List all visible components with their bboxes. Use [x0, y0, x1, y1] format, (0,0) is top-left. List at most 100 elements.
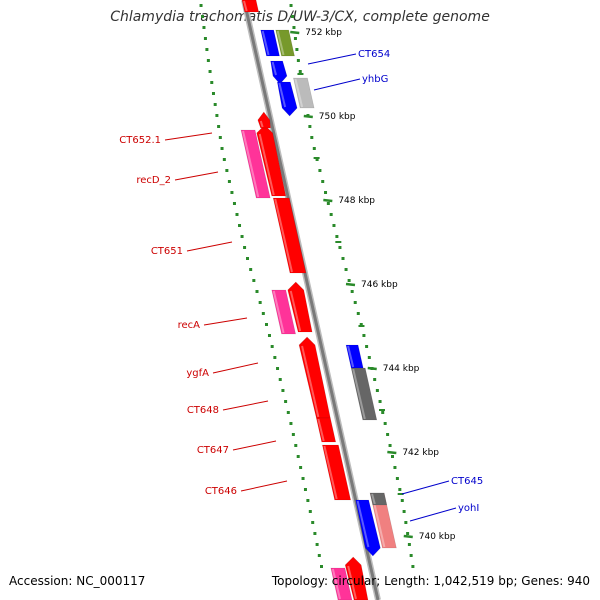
guide-dot-right — [381, 411, 385, 414]
guide-dot-left — [210, 81, 214, 84]
gene-ct654-olive — [275, 29, 295, 57]
label-leader — [409, 507, 457, 522]
scale-tick-label: 752 kbp — [305, 28, 342, 38]
gene-features — [240, 0, 397, 600]
map-title: Chlamydia trachomatis D/UW-3/CX, complet… — [110, 9, 490, 25]
gene-ct654-olive-highlight — [276, 30, 285, 56]
gene-recD2-pink — [240, 129, 271, 199]
guide-dot-right — [296, 59, 300, 62]
scale-tick — [290, 30, 300, 35]
gene-ct651-red-highlight — [274, 198, 293, 273]
label-leader — [186, 241, 233, 252]
label-leader — [203, 317, 248, 326]
gene-ct645-blue-highlight — [356, 500, 370, 548]
guide-dot-left — [264, 323, 268, 326]
guide-dot-left — [306, 499, 310, 502]
guide-dot-right — [400, 499, 404, 502]
guide-dot-left — [301, 477, 305, 480]
guide-dot-left — [199, 4, 203, 7]
guide-dot-right — [347, 279, 351, 282]
guide-dot-left — [320, 565, 323, 568]
guide-dot-right — [318, 169, 322, 172]
gene-yohI-dark — [369, 492, 388, 506]
guide-dot-right — [344, 268, 348, 271]
guide-dot-left — [311, 521, 315, 524]
guide-dot-right — [375, 389, 379, 392]
gene-recD2-pink-highlight — [242, 130, 260, 198]
gene-ct6521-red-highlight — [259, 120, 264, 128]
guide-dot-left — [243, 246, 247, 249]
scale-tick-label: 750 kbp — [319, 112, 356, 122]
guide-dot-right — [402, 510, 406, 513]
guide-dot-right — [404, 521, 408, 524]
guide-dot-left — [255, 290, 259, 293]
guide-dot-right — [298, 70, 302, 73]
gene-ct651-red — [272, 197, 307, 274]
guide-dot-right — [310, 136, 314, 139]
guide-dot-left — [296, 455, 300, 458]
gene-yhbG-blue-a-highlight — [271, 61, 277, 76]
gene-yhbG-blue-b — [276, 81, 298, 117]
guide-dot-right — [378, 400, 382, 403]
scale-tick — [303, 114, 313, 119]
guide-dot-right — [393, 466, 397, 469]
gene-recD2-red-highlight — [258, 133, 275, 196]
gene-bottom-pink-highlight — [331, 568, 341, 600]
label-leader — [222, 400, 269, 411]
guide-dot-right — [407, 543, 411, 546]
scale-ticks: 752 kbp 750 kbp 748 kbp 746 kbp 744 kbp 742 k… — [290, 28, 456, 542]
guide-dot-right — [350, 290, 354, 293]
guide-dot-right — [388, 444, 392, 447]
guide-dot-left — [278, 378, 282, 381]
gene-ct654-blue-highlight — [261, 30, 270, 56]
guide-dot-left — [284, 400, 288, 403]
guide-dot-right — [398, 488, 402, 491]
label-leader — [307, 53, 357, 65]
guide-dot-left — [201, 15, 204, 18]
guide-dot-right — [362, 334, 366, 337]
guide-dot-left — [240, 235, 244, 238]
topology-label: Topology: circular; Length: 1,042,519 bp… — [271, 574, 590, 588]
guide-dot-left — [222, 158, 226, 161]
guide-dot-right — [312, 147, 316, 150]
guide-dot-left — [220, 147, 224, 150]
gene-yhbG-blue-b-highlight — [278, 82, 287, 108]
guide-dot-right — [386, 433, 390, 436]
guide-dot-left — [273, 356, 277, 359]
gene-bottom-red-highlight — [347, 565, 357, 600]
guide-dot-left — [294, 444, 298, 447]
label-leader — [240, 480, 288, 492]
gene-reca-red — [287, 281, 313, 333]
gene-label-recd-2: recD_2 — [136, 175, 171, 186]
guide-dot-right — [365, 345, 369, 348]
scale-tick — [345, 282, 356, 287]
guide-dot-right — [391, 455, 394, 458]
guide-dot-right — [367, 356, 371, 359]
dotted-guide-lines — [199, 4, 415, 568]
guide-dot-right — [292, 26, 296, 29]
guide-dot-right — [324, 191, 328, 194]
scale-tick-label: 748 kbp — [338, 196, 375, 206]
guide-dot-right — [326, 202, 330, 205]
label-leader — [164, 132, 213, 141]
guide-dot-left — [276, 367, 280, 370]
gene-ct6521-red — [257, 111, 271, 129]
gene-ct648-dark-highlight — [352, 368, 366, 420]
guide-dot-left — [261, 312, 265, 315]
guide-dot-right — [353, 301, 357, 304]
guide-dot-left — [267, 334, 271, 337]
gene-ct646-red-highlight — [323, 445, 338, 500]
scale-tick — [367, 366, 377, 371]
gene-label-ct645: CT645 — [451, 476, 483, 487]
scale-tick — [387, 450, 397, 455]
guide-dot-left — [215, 114, 219, 117]
label-leaders — [164, 53, 457, 522]
gene-ct645-blue — [355, 499, 381, 557]
guide-dot-right — [293, 37, 297, 40]
guide-dot-left — [299, 466, 303, 469]
gene-yhbG-gray — [293, 77, 315, 109]
gene-reca-red-highlight — [289, 290, 302, 332]
guide-dot-left — [291, 433, 295, 436]
guide-dot-left — [213, 103, 217, 106]
gene-ygfA-blue-highlight — [347, 345, 355, 368]
